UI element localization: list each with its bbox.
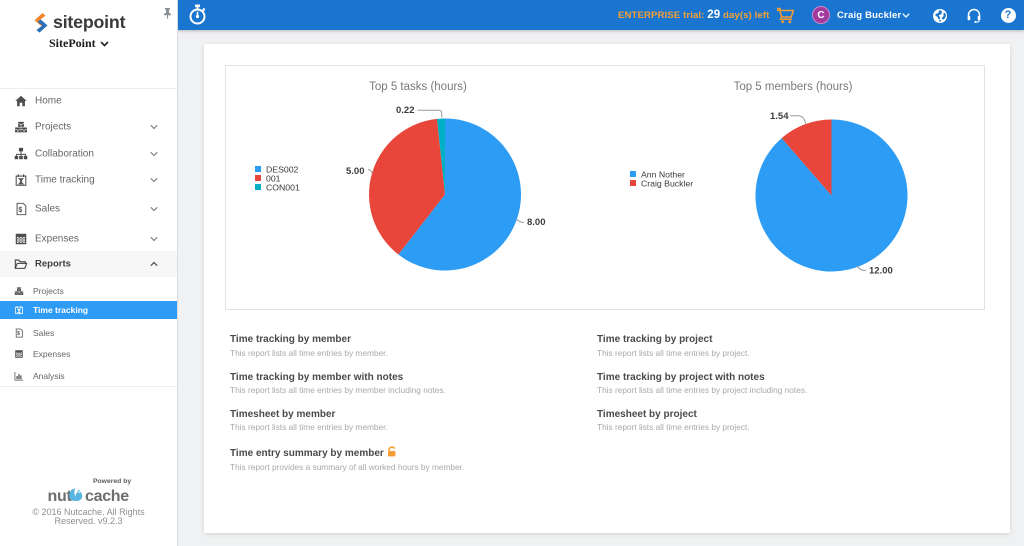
svg-text:Ann Nother: Ann Nother	[641, 170, 685, 180]
svg-text:DES002: DES002	[266, 165, 299, 175]
svg-text:Top 5 tasks (hours): Top 5 tasks (hours)	[369, 81, 467, 93]
svg-text:CON001: CON001	[266, 183, 300, 193]
svg-text:$: $	[17, 331, 20, 337]
svg-text:Top 5 members (hours): Top 5 members (hours)	[734, 81, 853, 93]
svg-text:5.00: 5.00	[346, 166, 365, 177]
svg-text:Craig Buckler: Craig Buckler	[641, 179, 693, 189]
svg-text:1.54: 1.54	[770, 111, 789, 122]
svg-text:001: 001	[266, 174, 281, 184]
svg-text:0.22: 0.22	[396, 105, 415, 116]
svg-text:12.00: 12.00	[869, 266, 893, 277]
svg-text:$: $	[18, 207, 22, 214]
svg-text:8.00: 8.00	[527, 217, 546, 228]
